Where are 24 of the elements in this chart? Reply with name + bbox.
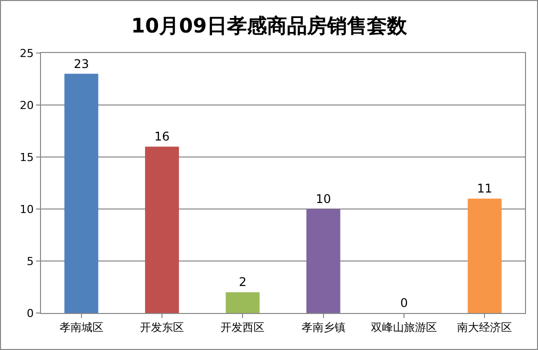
bar <box>145 146 179 313</box>
y-tick-label: 10 <box>20 202 34 216</box>
bar <box>306 209 340 313</box>
y-tick-label: 5 <box>26 254 34 268</box>
x-tick-label: 开发西区 <box>220 321 265 334</box>
x-tick-label: 双峰山旅游区 <box>371 321 437 334</box>
y-tick-label: 15 <box>20 150 34 164</box>
x-tick-label: 南大经济区 <box>457 321 512 334</box>
data-label: 2 <box>238 275 246 290</box>
x-tick-label: 孝南城区 <box>59 321 104 334</box>
x-tick-label: 开发东区 <box>140 321 184 334</box>
data-label: 10 <box>316 192 331 206</box>
bar <box>64 74 98 313</box>
y-tick-label: 20 <box>20 98 34 112</box>
data-label: 23 <box>74 56 89 71</box>
x-tick-label: 孝南乡镇 <box>301 321 346 334</box>
chart-title: 10月09日孝感商品房销售套数 <box>131 13 408 38</box>
data-label: 11 <box>477 182 492 196</box>
y-tick-label: 0 <box>26 306 34 320</box>
y-tick-label: 25 <box>20 46 34 60</box>
bar <box>226 292 260 313</box>
bar <box>468 198 502 313</box>
data-label: 16 <box>154 130 170 144</box>
data-label: 0 <box>400 296 408 310</box>
